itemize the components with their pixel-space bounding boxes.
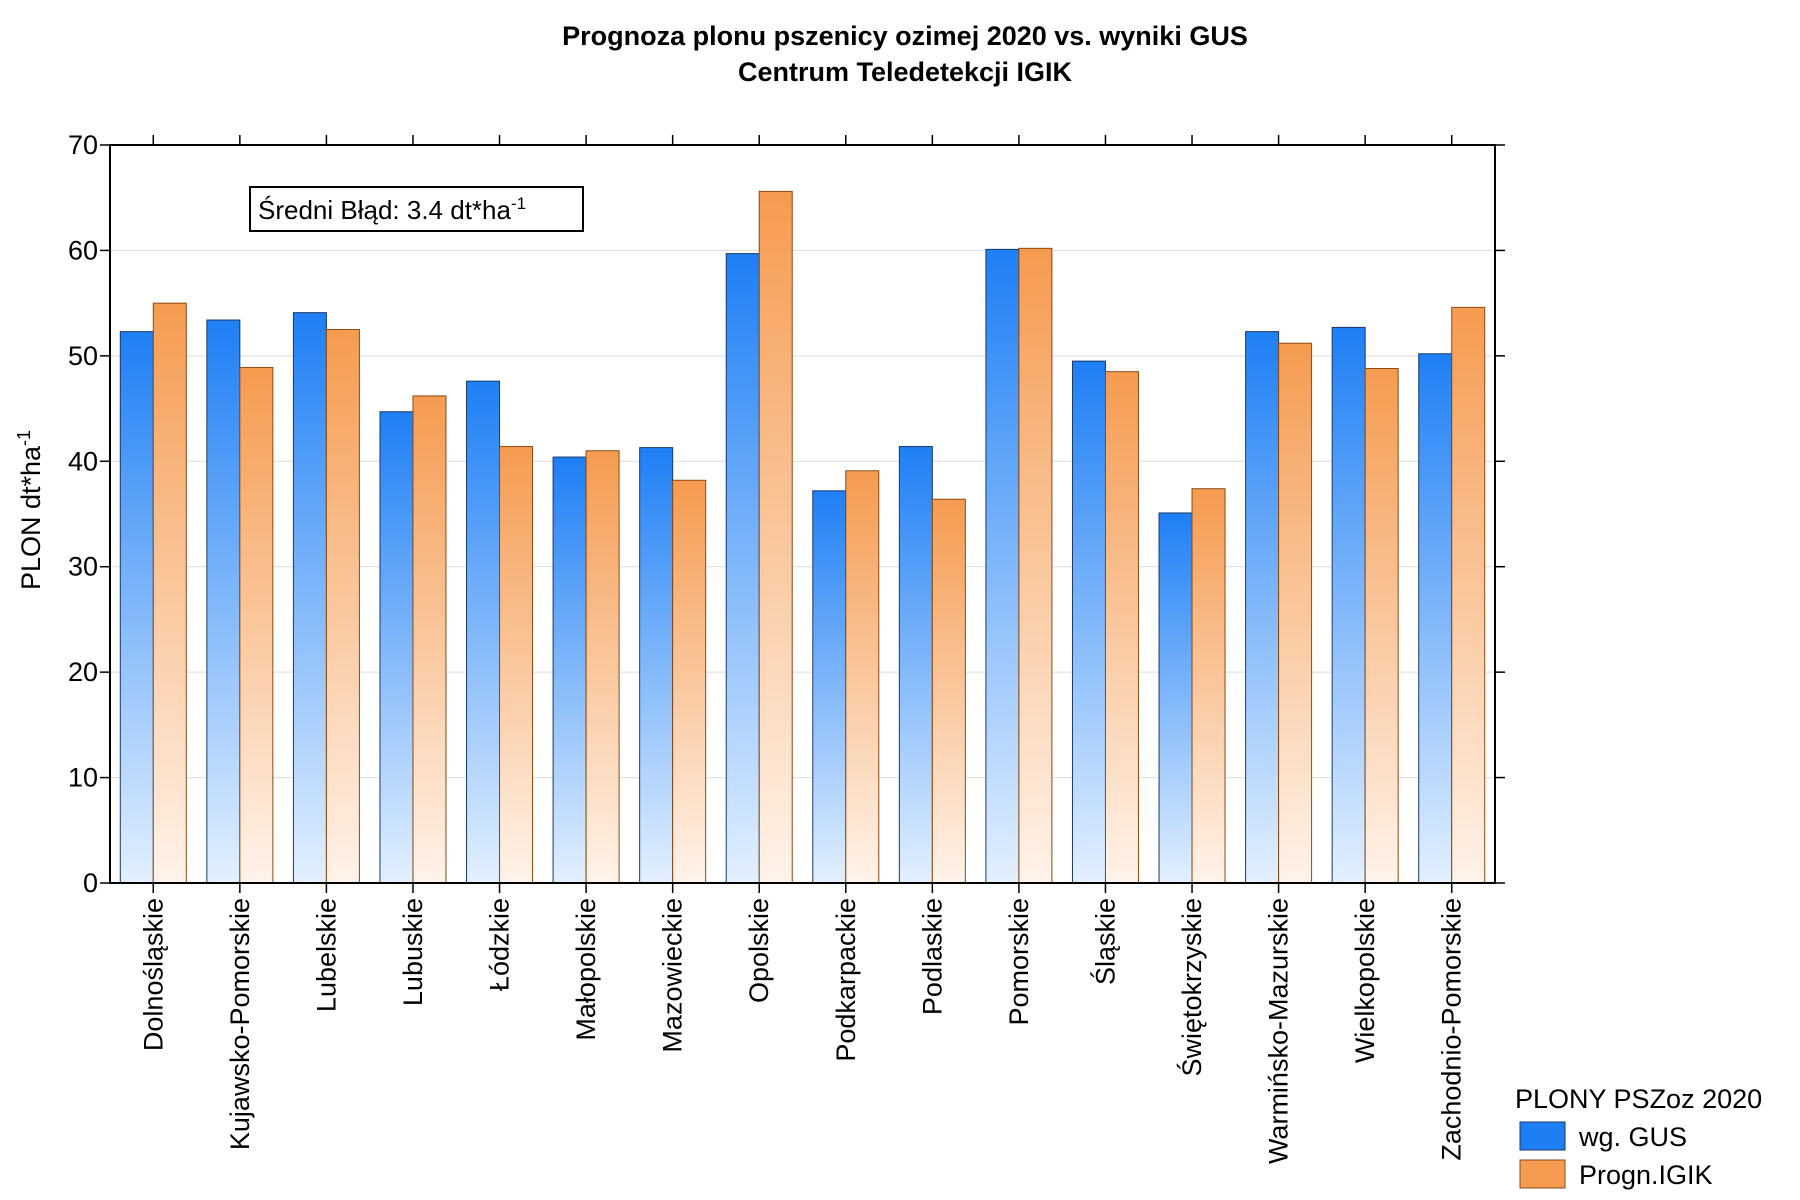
x-tick-labels: Dolnośląskie Kujawsko-Pomorskie Lubelskie L… [138,898,1466,1164]
bar-gus [812,490,847,884]
chart-subtitle: Centrum Teledetekcji IGIK [738,57,1073,87]
bar-gus [379,411,414,884]
legend: PLONY PSZoz 2020 wg. GUS Progn.IGIK [1515,1084,1762,1190]
x-tick-label: Łódzkie [485,898,515,991]
bar-gus [292,312,327,884]
bar-gus [639,447,674,884]
x-tick-label: Podkarpackie [831,898,861,1062]
bar-igik [1364,368,1399,884]
x-tick-label: Zachodnio-Pomorskie [1437,898,1467,1161]
bar-gus [466,380,501,884]
annotation-box: Średni Błąd: 3.4 dt*ha-1 [249,186,584,232]
legend-title: PLONY PSZoz 2020 [1515,1084,1762,1114]
bar-igik [931,498,966,884]
bar-igik [758,190,793,884]
bar-igik [1451,306,1486,884]
x-tick-label: Świętokrzyskie [1175,898,1207,1077]
bars [119,190,1486,884]
x-tick-label: Dolnośląskie [138,898,168,1051]
bar-gus [206,319,241,884]
bar-gus [985,248,1020,884]
y-tick-label: 70 [68,130,98,160]
bar-gus [1158,512,1193,884]
y-tick-label: 40 [68,446,98,476]
y-tick-label: 50 [68,341,98,371]
bar-gus [1331,326,1366,884]
bar-gus [552,456,587,884]
legend-swatch-gus [1519,1121,1566,1151]
bar-igik [1191,488,1226,884]
x-tick-label: Opolskie [744,898,774,1003]
bar-gus [1245,331,1280,884]
x-tick-label: Pomorskie [1004,898,1034,1026]
bar-igik [325,329,360,884]
bar-igik [239,366,274,884]
x-tick-label: Lubuskie [398,898,428,1006]
x-tick-label: Lubelskie [311,898,341,1012]
x-tick-label: Wielkopolskie [1350,898,1380,1063]
x-tick-label: Podlaskie [917,898,947,1015]
bar-gus [1071,360,1106,884]
legend-swatch-igik [1519,1159,1566,1189]
bar-igik [845,470,880,884]
bar-igik [412,395,447,884]
bar-igik [1278,342,1313,884]
bar-gus [725,253,760,884]
bar-igik [585,450,620,884]
x-tick-label: Kujawsko-Pomorskie [225,898,255,1150]
y-tick-label: 10 [68,763,98,793]
axes [100,135,1505,893]
bar-igik [1018,247,1053,884]
bar-igik [672,479,707,884]
y-tick-label: 60 [68,235,98,265]
y-tick-label: 30 [68,552,98,582]
y-tick-label: 20 [68,657,98,687]
legend-label-gus: wg. GUS [1578,1122,1687,1152]
x-tick-label: Warmińsko-Mazurskie [1264,898,1294,1164]
chart-title: Prognoza plonu pszenicy ozimej 2020 vs. … [562,21,1248,51]
legend-label-igik: Progn.IGIK [1579,1160,1713,1190]
bar-igik [152,302,187,884]
bar-gus [898,446,933,884]
y-tick-label: 0 [83,868,98,898]
x-tick-label: Mazowieckie [658,898,688,1053]
plot-frame [109,144,1496,884]
x-tick-label: Śląskie [1088,898,1120,985]
bar-gus [119,331,154,884]
bar-igik [499,446,534,884]
annotation-text: Średni Błąd: 3.4 dt*ha-1 [258,194,526,225]
annotation-frame [249,186,584,232]
y-tick-labels: 0 10 20 30 40 50 60 70 [68,130,98,898]
bar-igik [1104,371,1139,884]
bar-gus [1418,353,1453,884]
x-tick-label: Małopolskie [571,898,601,1041]
y-axis-label: PLON dt*ha-1 [14,430,46,590]
